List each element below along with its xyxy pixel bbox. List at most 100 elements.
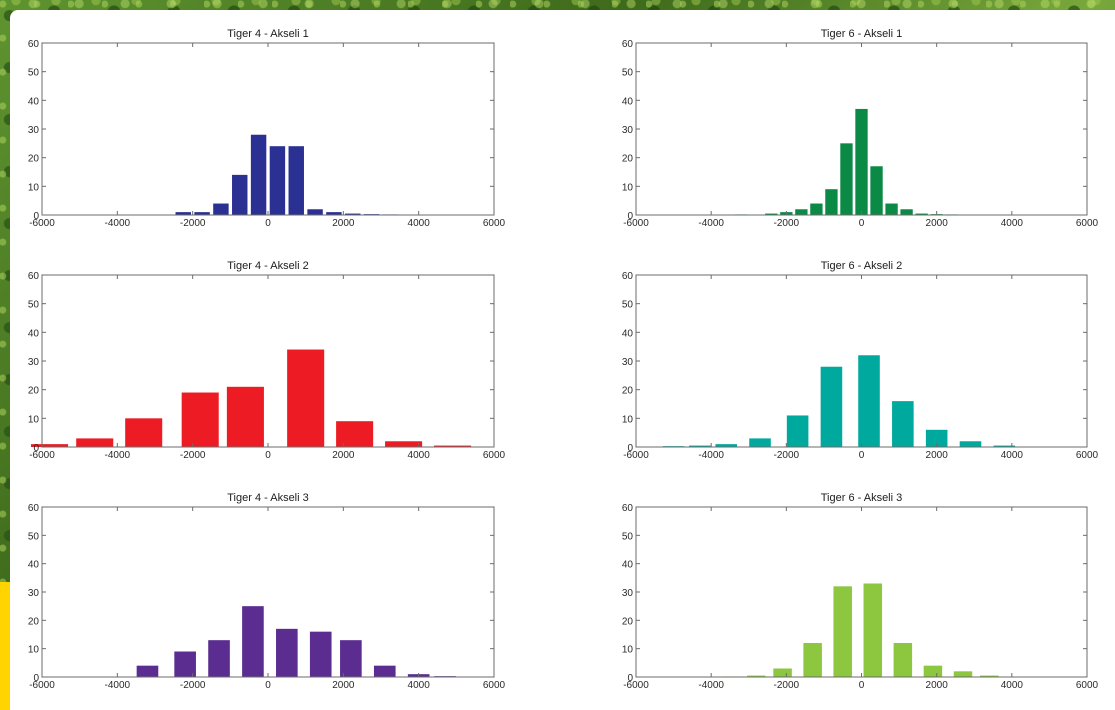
- x-tick-label: 6000: [483, 680, 506, 691]
- x-tick-label: 6000: [483, 218, 506, 229]
- x-tick-label: -2000: [774, 680, 800, 691]
- histogram-bar: [858, 355, 880, 447]
- histogram-bar: [892, 401, 914, 447]
- histogram-bar: [250, 134, 267, 215]
- histogram-bar: [893, 643, 913, 677]
- histogram-bar: [825, 189, 838, 215]
- histogram-bar: [959, 441, 982, 447]
- subplot-title: Tiger 4 - Akseli 3: [227, 492, 309, 504]
- y-tick-label: 10: [622, 414, 634, 425]
- histogram-bar: [840, 143, 853, 215]
- subplot-5: Tiger 4 - Akseli 3 -6000 -4000 -2000 0 2000 40…: [28, 492, 506, 691]
- histogram-bar: [269, 146, 286, 215]
- y-tick-label: 40: [622, 96, 634, 107]
- y-tick-label: 0: [627, 211, 633, 222]
- x-tick-label: 2000: [332, 450, 355, 461]
- x-tick-label: -6000: [623, 218, 649, 229]
- y-tick-label: 20: [28, 154, 40, 165]
- y-tick-label: 50: [622, 300, 634, 311]
- histogram-bar: [174, 651, 196, 677]
- histogram-bar: [125, 418, 163, 447]
- y-tick-label: 0: [33, 673, 39, 684]
- x-tick-label: -4000: [105, 218, 131, 229]
- yellow-edge-strip: [0, 582, 10, 710]
- subplot-4: Tiger 6 - Akseli 2 -6000 -4000 -2000 0 2000 40…: [622, 260, 1099, 461]
- y-tick-label: 10: [622, 182, 634, 193]
- y-tick-label: 20: [622, 616, 634, 627]
- subplot-6: Tiger 6 - Akseli 3 -6000 -4000 -2000 0 2000 40…: [622, 492, 1099, 691]
- x-tick-label: 0: [859, 680, 865, 691]
- y-tick-label: 60: [622, 503, 634, 514]
- histogram-bar: [993, 445, 1016, 447]
- subplot-title: Tiger 4 - Akseli 2: [227, 260, 309, 272]
- y-tick-label: 20: [28, 386, 40, 397]
- x-tick-label: 4000: [1001, 218, 1024, 229]
- histogram-bar: [232, 174, 248, 215]
- histogram-bar: [373, 665, 396, 677]
- x-tick-label: 6000: [1076, 218, 1099, 229]
- x-tick-label: -6000: [623, 680, 649, 691]
- x-tick-label: 0: [265, 680, 271, 691]
- histogram-bar: [340, 640, 362, 677]
- x-tick-label: -6000: [29, 450, 55, 461]
- x-tick-label: 2000: [332, 680, 355, 691]
- subplot-title: Tiger 6 - Akseli 1: [821, 28, 903, 40]
- histogram-bar: [820, 366, 843, 447]
- x-tick-label: 4000: [1001, 450, 1024, 461]
- histogram-bar: [870, 166, 883, 215]
- y-tick-label: 30: [622, 357, 634, 368]
- histogram-bar: [276, 628, 298, 677]
- y-tick-label: 20: [622, 386, 634, 397]
- y-tick-label: 0: [33, 211, 39, 222]
- y-tick-label: 30: [28, 125, 40, 136]
- x-tick-label: -2000: [180, 680, 206, 691]
- y-tick-label: 30: [28, 357, 40, 368]
- x-tick-label: 6000: [1076, 450, 1099, 461]
- histogram-bar: [288, 146, 304, 215]
- histogram-bar: [385, 441, 423, 447]
- histogram-bar: [833, 586, 852, 677]
- histogram-bar: [175, 212, 191, 215]
- histogram-bar: [287, 349, 325, 447]
- axes-frame: [41, 506, 495, 678]
- histogram-bar: [803, 643, 822, 677]
- x-tick-label: -2000: [774, 450, 800, 461]
- y-tick-label: 50: [28, 531, 40, 542]
- x-tick-label: -4000: [105, 450, 131, 461]
- y-tick-label: 0: [33, 443, 39, 454]
- x-tick-label: 0: [265, 218, 271, 229]
- subplot-title: Tiger 6 - Akseli 3: [821, 492, 903, 504]
- histogram-bar: [336, 421, 374, 447]
- x-tick-label: -4000: [698, 450, 724, 461]
- y-tick-label: 40: [28, 560, 40, 571]
- x-tick-label: 4000: [408, 450, 431, 461]
- histogram-bar: [925, 429, 948, 447]
- subplot-1: Tiger 4 - Akseli 1 -6000 -4000 -2000 0 2000 40…: [28, 28, 506, 229]
- y-tick-label: 40: [28, 96, 40, 107]
- y-tick-label: 10: [622, 645, 634, 656]
- histogram-bar: [326, 212, 342, 215]
- y-tick-label: 20: [622, 154, 634, 165]
- chart-panel: Tiger 4 - Akseli 1 -6000 -4000 -2000 0 2000 40…: [10, 10, 1115, 710]
- y-tick-label: 40: [622, 560, 634, 571]
- histogram-bar: [980, 675, 999, 677]
- y-tick-label: 50: [622, 68, 634, 79]
- x-tick-label: 2000: [926, 218, 949, 229]
- x-tick-label: 0: [859, 450, 865, 461]
- histogram-bar: [307, 209, 323, 215]
- y-tick-label: 10: [28, 414, 40, 425]
- subplot-title: Tiger 6 - Akseli 2: [821, 260, 903, 272]
- histogram-bar: [242, 606, 264, 677]
- histogram-grid: Tiger 4 - Akseli 1-6000 -4000 -2000 0 2000 40…: [28, 28, 1099, 691]
- y-tick-label: 40: [28, 328, 40, 339]
- x-tick-label: -6000: [29, 680, 55, 691]
- y-tick-label: 50: [622, 531, 634, 542]
- histogram-bar: [76, 438, 114, 447]
- subplot-3: Tiger 4 - Akseli 2 -6000 -4000 -2000 0 2000 40…: [28, 260, 506, 461]
- histogram-bar: [786, 415, 809, 447]
- histogram-bar: [863, 583, 883, 677]
- histogram-bar: [31, 444, 69, 447]
- histogram-bar: [309, 631, 332, 677]
- y-tick-label: 60: [622, 39, 634, 50]
- y-tick-label: 60: [28, 271, 40, 282]
